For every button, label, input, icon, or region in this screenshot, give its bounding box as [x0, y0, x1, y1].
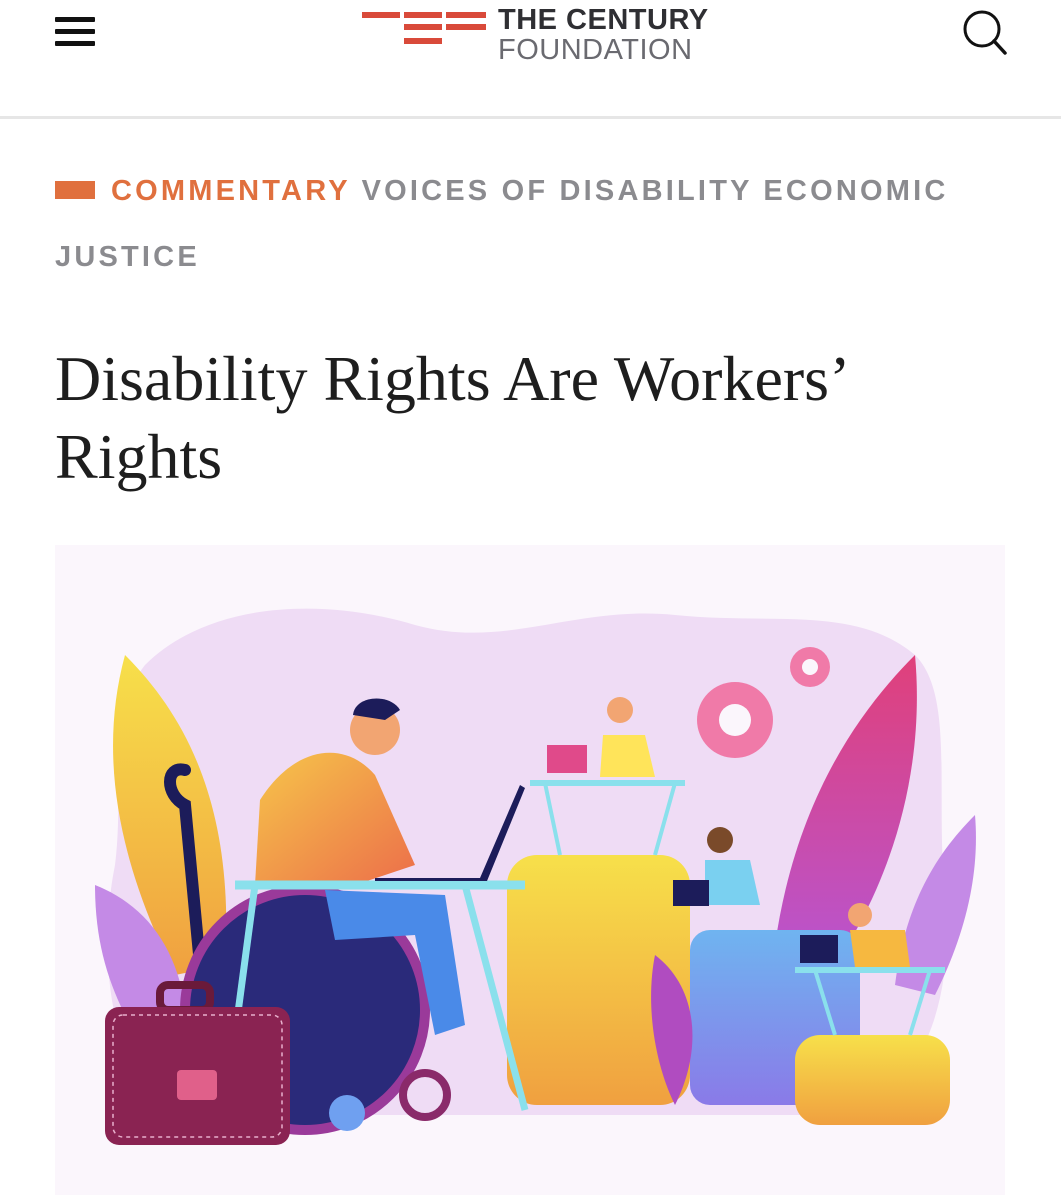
desk — [653, 782, 677, 856]
logo[interactable]: THE CENTURY FOUNDATION — [360, 6, 710, 66]
desk — [813, 969, 837, 1036]
search-icon — [963, 10, 1001, 48]
gear — [802, 659, 818, 675]
hero-illustration — [55, 545, 1005, 1195]
logo-bar — [446, 12, 486, 18]
pedestal — [507, 855, 690, 1105]
desk — [908, 969, 932, 1036]
leaf — [651, 955, 693, 1105]
desk — [543, 782, 562, 856]
article-kicker: COMMENTARY VOICES OF DISABILITY ECONOMIC… — [55, 158, 975, 290]
wheelchair — [329, 1095, 365, 1131]
wheelchair — [164, 763, 206, 971]
logo-line: THE CENTURY — [498, 4, 709, 36]
site-header: THE CENTURY FOUNDATION — [0, 0, 1061, 119]
menu-bar — [55, 41, 95, 46]
logo-mark — [362, 12, 486, 44]
logo-text: THE CENTURY FOUNDATION — [498, 6, 709, 65]
person — [707, 827, 733, 853]
person — [848, 903, 872, 927]
person — [850, 930, 910, 967]
logo-bar — [404, 38, 442, 44]
laptop — [547, 745, 587, 773]
wheelchair — [399, 1069, 451, 1121]
category-link[interactable]: COMMENTARY — [111, 175, 351, 207]
menu-bar — [55, 29, 95, 34]
logo-bar — [404, 24, 442, 30]
logo-bar — [446, 24, 486, 30]
person — [353, 698, 400, 720]
person — [325, 890, 465, 1035]
category-chip — [55, 181, 95, 199]
menu-bar — [55, 17, 95, 22]
person — [255, 752, 415, 885]
leaf — [775, 655, 917, 965]
menu-button[interactable] — [55, 17, 95, 49]
person — [705, 860, 760, 905]
leaf — [895, 815, 976, 995]
series-link[interactable]: VOICES OF DISABILITY ECONOMIC JUSTICE — [55, 175, 949, 273]
logo-bar — [404, 12, 442, 18]
logo-bar — [362, 12, 400, 18]
person — [600, 735, 655, 777]
person — [607, 697, 633, 723]
laptop — [673, 880, 709, 906]
logo-line: FOUNDATION — [498, 34, 693, 66]
search-icon — [992, 39, 1007, 55]
laptop — [800, 935, 838, 963]
briefcase — [112, 1014, 283, 1138]
article-title: Disability Rights Are Workers’ Rights — [55, 343, 846, 492]
search-button[interactable] — [960, 8, 1008, 56]
gear — [719, 704, 751, 736]
briefcase — [177, 1070, 217, 1100]
desk — [461, 884, 529, 1111]
pedestal — [795, 1035, 950, 1125]
